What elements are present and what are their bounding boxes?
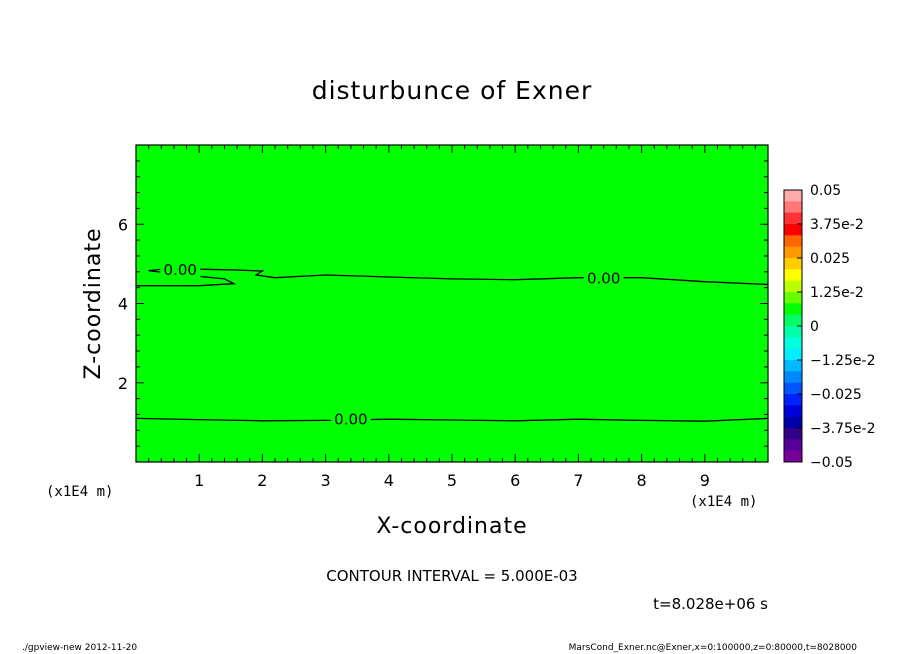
colorbar-swatch [784, 416, 802, 429]
contour-label-bg-1-1 [583, 270, 624, 287]
y-tick-label: 6 [118, 215, 128, 234]
colorbar-label: −3.75e-2 [810, 421, 875, 437]
colorbar: 0.05 3.75e-2 0.025 1.25e-2 0 −1.25e-2 −0.025 −3… [783, 183, 875, 471]
colorbar-label: −0.025 [810, 387, 862, 403]
colorbar-swatch [784, 269, 802, 281]
y-tick-label: 2 [118, 374, 128, 393]
contour-interval-text: CONTOUR INTERVAL = 5.000E-03 [326, 567, 578, 585]
colorbar-label: 1.25e-2 [810, 285, 864, 301]
x-tick-label: 7 [573, 471, 583, 490]
colorbar-swatch [784, 280, 802, 293]
colorbar-swatch [784, 405, 802, 417]
contour-label-bg-1-0 [160, 261, 201, 278]
colorbar-label: −0.05 [810, 455, 853, 471]
x-tick-label: 6 [510, 471, 520, 490]
colorbar-label: 0.05 [810, 183, 841, 199]
colorbar-label: −1.25e-2 [810, 353, 875, 369]
colorbar-swatch [784, 371, 802, 383]
x-axis-label: X-coordinate [376, 514, 528, 539]
x-tick-label: 3 [321, 471, 331, 490]
field-fill [136, 145, 768, 462]
chart-title: disturbunce of Exner [311, 76, 593, 105]
colorbar-swatch [784, 326, 802, 338]
colorbar-swatch [784, 235, 802, 247]
x-unit-right: (x1E4 m) [690, 494, 758, 510]
colorbar-label: 0 [810, 319, 819, 335]
colorbar-swatch [784, 428, 802, 440]
x-tick-label: 8 [637, 471, 647, 490]
y-tick-label: 4 [118, 295, 128, 314]
x-tick-label: 1 [194, 471, 204, 490]
x-tick-label: 4 [384, 471, 394, 490]
contour-label-1-0: 0.00 [164, 261, 197, 279]
colorbar-swatch [784, 348, 802, 361]
contour-label-0-0: 0.00 [334, 411, 367, 429]
contour-label-1-1: 0.00 [587, 270, 620, 288]
colorbar-swatch [784, 212, 802, 225]
footer-right: MarsCond_Exner.nc@Exner,x=0:100000,z=0:8… [568, 643, 857, 653]
colorbar-swatch [784, 201, 802, 213]
colorbar-swatch [784, 224, 802, 236]
colorbar-label: 0.025 [810, 251, 850, 267]
y-axis-label: Z-coordinate [81, 228, 106, 380]
colorbar-swatch [784, 292, 802, 304]
colorbar-swatch [784, 382, 802, 395]
colorbar-swatch [784, 450, 802, 463]
colorbar-swatch [784, 439, 802, 451]
contour-line-1 [136, 267, 769, 287]
colorbar-swatch [784, 360, 802, 372]
x-tick-label: 9 [700, 471, 710, 490]
colorbar-swatch [784, 303, 802, 315]
colorbar-swatch [784, 190, 802, 202]
x-tick-label: 5 [447, 471, 457, 490]
plot-area: 0.00 0.00 0.00 1 2 3 4 5 6 7 8 9 2 4 6 Z-coordinate [81, 144, 769, 490]
contour-label-bg-0-0 [330, 411, 371, 428]
colorbar-swatch [784, 314, 802, 327]
time-label: t=8.028e+06 s [653, 595, 768, 613]
colorbar-label: 3.75e-2 [810, 217, 864, 233]
contour-line-0 [135, 417, 769, 422]
x-unit-left: (x1E4 m) [46, 484, 114, 500]
colorbar-swatch [784, 337, 802, 349]
colorbar-swatch [784, 246, 802, 259]
colorbar-swatch [784, 258, 802, 270]
x-tick-label: 2 [257, 471, 267, 490]
footer-left: ./gpview-new 2012-11-20 [22, 643, 138, 653]
colorbar-swatch [784, 394, 802, 406]
